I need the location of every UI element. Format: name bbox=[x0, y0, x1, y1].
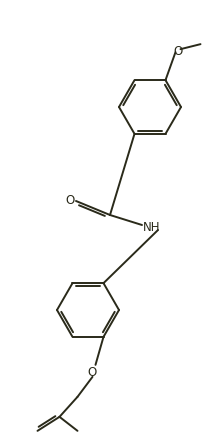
Text: O: O bbox=[88, 366, 97, 379]
Text: NH: NH bbox=[143, 220, 161, 233]
Text: O: O bbox=[174, 45, 183, 58]
Text: O: O bbox=[65, 194, 75, 207]
